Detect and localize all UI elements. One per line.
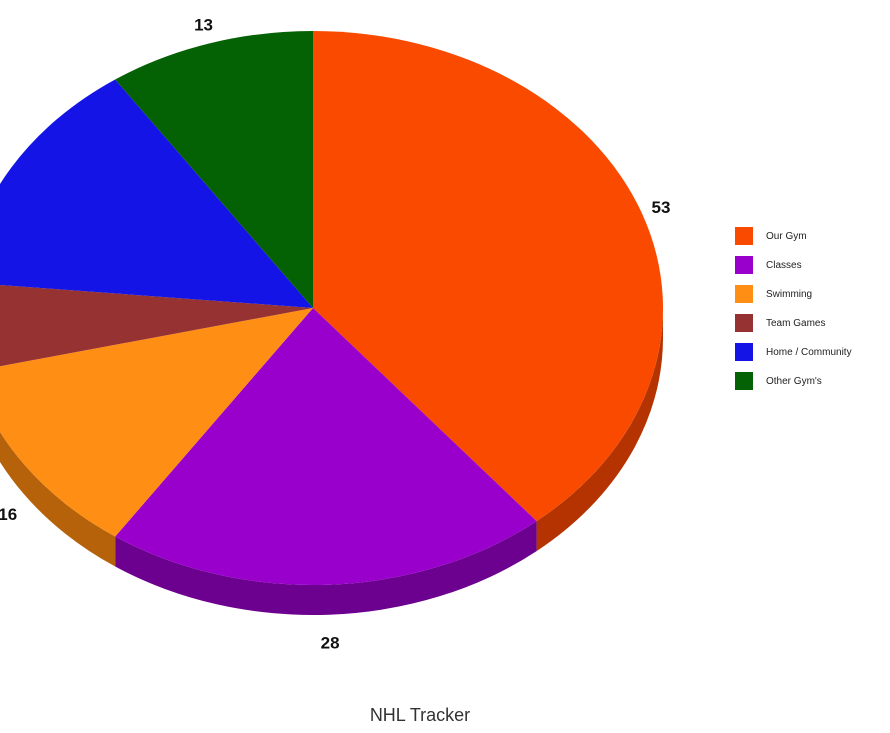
legend-item-home-community: Home / Community: [735, 343, 852, 361]
data-label-other-gym-s: 13: [194, 15, 213, 34]
pie-side-our-gym: [536, 308, 663, 552]
data-labels: 532816913: [0, 15, 670, 652]
chart-title: NHL Tracker: [369, 705, 471, 725]
legend: Our Gym Classes Swimming Team Games Home / C…: [735, 227, 852, 401]
legend-label: Classes: [766, 259, 802, 271]
legend-swatch: [735, 285, 753, 303]
legend-item-other-gym-s: Other Gym's: [735, 372, 852, 390]
data-label-our-gym: 53: [652, 198, 671, 217]
pie-side-swimming: [0, 431, 116, 567]
pie-side-classes: [115, 521, 537, 615]
pie-slice-swimming: [0, 308, 313, 537]
legend-label: Other Gym's: [766, 375, 822, 387]
legend-item-our-gym: Our Gym: [735, 227, 852, 245]
legend-swatch: [735, 227, 753, 245]
pie-slice-our-gym: [313, 31, 663, 522]
pie-sides: [0, 308, 663, 615]
legend-swatch: [735, 256, 753, 274]
legend-item-classes: Classes: [735, 256, 852, 274]
data-label-swimming: 16: [0, 505, 17, 524]
data-label-classes: 28: [321, 634, 340, 653]
legend-label: Swimming: [766, 288, 813, 300]
legend-label: Team Games: [766, 317, 826, 329]
legend-swatch: [735, 343, 753, 361]
pie-slices: [0, 31, 663, 585]
legend-item-swimming: Swimming: [735, 285, 852, 303]
legend-label: Home / Community: [766, 346, 852, 358]
pie-slice-other-gym-s: [115, 31, 313, 308]
legend-swatch: [735, 314, 753, 332]
pie-slice-home-community: [0, 79, 313, 308]
legend-label: Our Gym: [766, 230, 807, 242]
pie-slice-classes: [115, 308, 537, 585]
pie-slice-team-games: [0, 285, 313, 367]
legend-item-team-games: Team Games: [735, 314, 852, 332]
legend-swatch: [735, 372, 753, 390]
